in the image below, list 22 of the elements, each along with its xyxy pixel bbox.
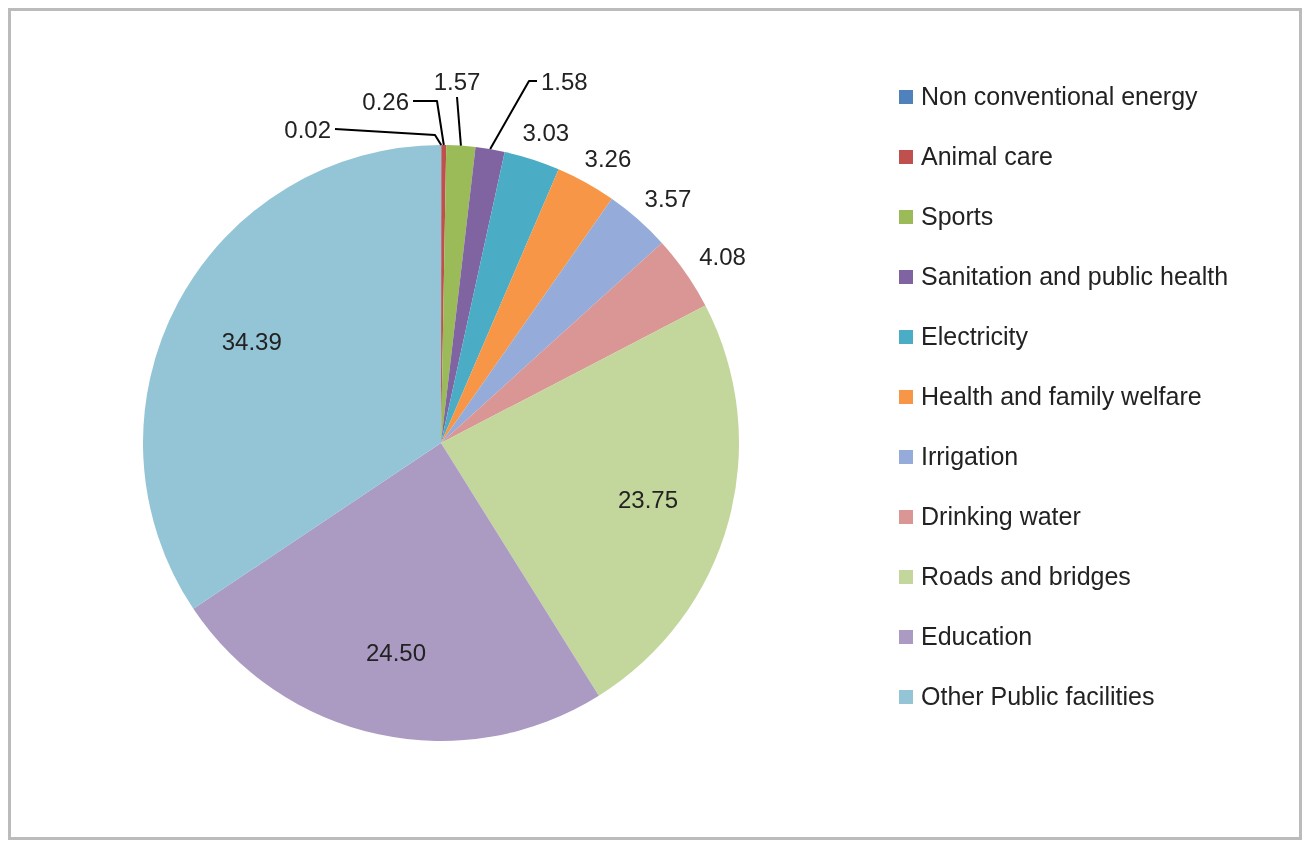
legend-label: Irrigation: [921, 441, 1020, 471]
legend-label: Electricity: [921, 321, 1029, 351]
legend-label: Education: [921, 621, 1034, 651]
data-label: 3.57: [644, 185, 692, 213]
legend-label: Sanitation and public health: [921, 261, 1230, 291]
data-label: 0.02: [284, 115, 331, 143]
data-label: 1.58: [541, 67, 588, 95]
data-label: 24.50: [365, 639, 427, 667]
data-label: 0.26: [362, 87, 409, 115]
data-label: 3.03: [522, 119, 570, 147]
data-label: 4.08: [699, 243, 746, 271]
legend-label: Roads and bridges: [921, 561, 1132, 591]
legend-label: Non conventional energy: [921, 81, 1199, 111]
legend-label: Health and family welfare: [921, 381, 1203, 411]
data-label: 23.75: [617, 486, 679, 514]
legend-label: Drinking water: [921, 501, 1082, 531]
legend-label: Animal care: [921, 141, 1054, 171]
data-label: 3.26: [584, 144, 632, 172]
legend-label: Other Public facilities: [921, 681, 1156, 711]
data-label: 34.39: [221, 328, 282, 356]
data-label: 1.57: [433, 67, 481, 95]
legend-label: Sports: [921, 201, 995, 231]
